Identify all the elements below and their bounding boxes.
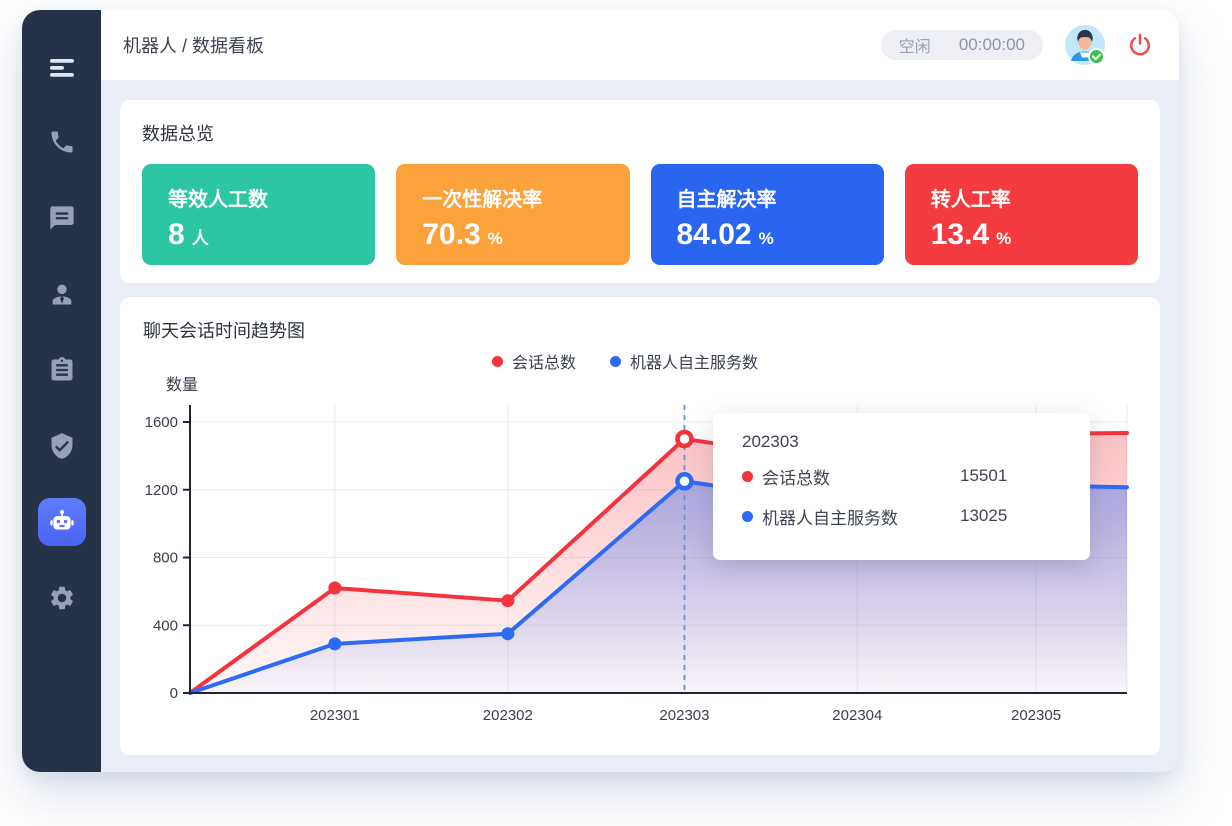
- svg-text:202303: 202303: [659, 707, 709, 724]
- stat-row: 等效人工数 8 人 一次性解决率 70.3 %: [142, 164, 1138, 265]
- sidebar-item-security[interactable]: [38, 422, 86, 470]
- collapse-menu-icon: [49, 59, 74, 77]
- svg-text:1600: 1600: [145, 414, 178, 431]
- status-label: 空闲: [898, 39, 931, 56]
- svg-text:0: 0: [170, 685, 178, 702]
- sidebar-item-calls[interactable]: [38, 118, 86, 166]
- tooltip-row: 机器人自主服务数 13025: [742, 496, 1070, 536]
- timer-value: 00:00:00: [958, 35, 1025, 54]
- svg-text:202305: 202305: [1011, 707, 1061, 724]
- gear-icon: [50, 586, 73, 610]
- y-axis-name: 数量: [166, 377, 199, 394]
- sidebar-item-chat[interactable]: [38, 194, 86, 242]
- robot-icon: [49, 509, 74, 530]
- status-timer-pill: 空闲 00:00:00: [880, 30, 1043, 60]
- stat-card-self-resolution-rate: 自主解决率 84.02 %: [650, 164, 884, 265]
- chat-icon: [49, 206, 74, 230]
- shield-check-icon: [51, 433, 72, 459]
- sidebar-item-settings[interactable]: [38, 574, 86, 622]
- top-header: 机器人 / 数据看板 空闲 00:00:00: [101, 10, 1179, 80]
- app-window: 机器人 / 数据看板 空闲 00:00:00: [22, 10, 1179, 772]
- legend-dot-blue: [610, 355, 622, 367]
- tooltip-dot-red: [742, 470, 753, 482]
- breadcrumb: 机器人 / 数据看板: [123, 36, 265, 56]
- sidebar: [22, 10, 101, 772]
- stat-unit: %: [487, 229, 503, 248]
- legend-item-sessions-total[interactable]: 会话总数: [492, 349, 576, 373]
- svg-text:202304: 202304: [832, 707, 882, 724]
- overview-card: 数据总览 等效人工数 8 人 一次性解决率 70.3: [120, 100, 1160, 283]
- sidebar-nav: [37, 118, 86, 622]
- svg-text:202302: 202302: [483, 707, 533, 724]
- trend-chart-card: 聊天会话时间趋势图 会话总数 机器人自主服务数 数量 0 400 800 1200 16…: [120, 297, 1160, 755]
- stat-value: 84.02: [676, 218, 752, 251]
- legend-item-robot-service[interactable]: 机器人自主服务数: [610, 349, 758, 373]
- logout-button[interactable]: [1127, 32, 1153, 58]
- tooltip-row: 会话总数 15501: [742, 456, 1070, 496]
- overview-title: 数据总览: [142, 124, 214, 144]
- stat-card-transfer-to-human-rate: 转人工率 13.4 %: [904, 164, 1138, 265]
- stat-unit: %: [996, 229, 1012, 248]
- stat-unit: %: [758, 229, 774, 248]
- stat-unit: 人: [191, 229, 209, 248]
- power-icon: [1130, 33, 1150, 56]
- clipboard-icon: [51, 357, 72, 381]
- avatar[interactable]: [1065, 25, 1105, 65]
- sidebar-item-tasks[interactable]: [38, 346, 86, 394]
- main-area: 机器人 / 数据看板 空闲 00:00:00: [101, 10, 1179, 772]
- phone-icon: [51, 131, 72, 153]
- svg-text:202301: 202301: [310, 707, 360, 724]
- chart-tooltip: 202303 会话总数 15501 机器人自主服务数 13025: [713, 413, 1090, 560]
- stat-card-first-resolution-rate: 一次性解决率 70.3 %: [396, 164, 630, 265]
- svg-text:400: 400: [153, 617, 178, 634]
- header-controls: 空闲 00:00:00: [880, 25, 1153, 65]
- content: 数据总览 等效人工数 8 人 一次性解决率 70.3: [101, 80, 1179, 772]
- sidebar-item-robot[interactable]: [37, 498, 86, 546]
- stat-value: 13.4: [930, 218, 990, 251]
- stat-value: 8: [168, 218, 185, 251]
- collapse-menu-button[interactable]: [40, 46, 84, 90]
- legend-dot-red: [492, 355, 503, 367]
- stat-value: 70.3: [422, 218, 481, 251]
- tooltip-dot-blue: [742, 510, 753, 522]
- trend-chart-title: 聊天会话时间趋势图: [143, 321, 305, 341]
- sidebar-item-customer[interactable]: [38, 270, 86, 318]
- svg-text:1200: 1200: [145, 482, 178, 499]
- stat-card-equivalent-agents: 等效人工数 8 人: [142, 164, 376, 265]
- tooltip-title: 202303: [742, 432, 799, 451]
- customer-icon: [52, 284, 71, 305]
- avatar-image: [1065, 25, 1105, 65]
- svg-text:800: 800: [153, 550, 178, 567]
- chart-legend: 会话总数 机器人自主服务数: [492, 349, 758, 373]
